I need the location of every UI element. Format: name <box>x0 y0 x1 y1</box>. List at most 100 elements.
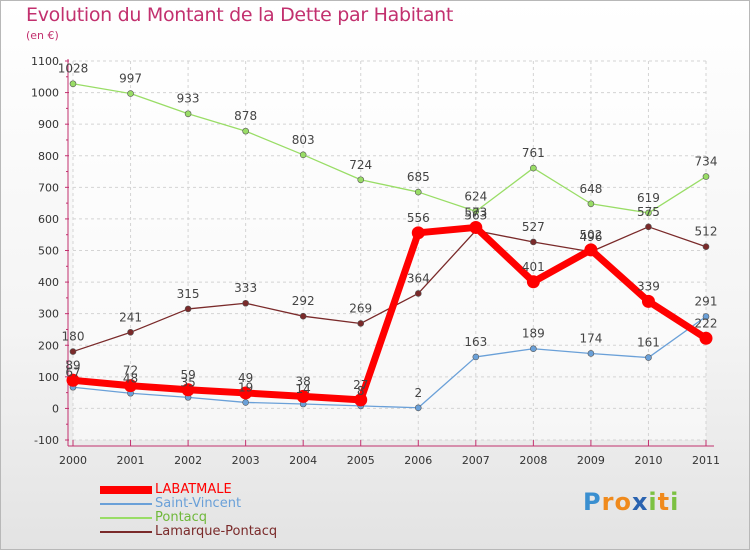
y-tick-label: 800 <box>38 150 59 163</box>
y-tick-label: 600 <box>38 213 59 226</box>
y-tick-label: 700 <box>38 181 59 194</box>
data-label: 573 <box>464 205 487 219</box>
data-label: 496 <box>579 230 602 244</box>
data-point <box>66 373 80 387</box>
series-line-labatmale <box>69 223 710 404</box>
data-label: 38 <box>296 374 311 388</box>
y-tick-label: 100 <box>38 371 59 384</box>
logo-letter: i <box>648 488 658 516</box>
data-label: 89 <box>65 358 80 372</box>
data-label: 1028 <box>58 62 89 76</box>
data-point <box>702 173 710 180</box>
data-point <box>645 223 652 231</box>
data-point <box>354 393 368 407</box>
legend-swatch <box>100 531 152 533</box>
chart-subtitle: (en €) <box>26 29 59 42</box>
data-point <box>124 379 138 393</box>
x-tick-label: 2006 <box>404 454 432 467</box>
logo-letter: o <box>614 488 632 516</box>
data-label: 648 <box>579 182 602 196</box>
data-point <box>645 354 652 361</box>
y-tick-label: -100 <box>34 434 59 447</box>
logo-letter: r <box>601 488 615 516</box>
data-label: 315 <box>177 287 200 301</box>
data-label: 997 <box>119 72 142 86</box>
data-point <box>530 345 537 353</box>
x-tick-label: 2010 <box>634 454 662 467</box>
data-point <box>414 188 422 196</box>
legend-label: LABATMALE <box>155 482 232 497</box>
series-line-pontacq <box>72 83 707 214</box>
y-tick-label: 300 <box>38 308 59 321</box>
data-label: 161 <box>637 336 660 350</box>
data-label: 339 <box>637 279 660 293</box>
x-tick-label: 2008 <box>519 454 547 467</box>
legend-item: Saint-Vincent <box>100 497 340 511</box>
data-point <box>69 348 77 355</box>
data-point <box>184 110 192 118</box>
y-tick-label: 500 <box>38 245 59 258</box>
legend-swatch <box>100 503 152 505</box>
data-point <box>699 331 713 345</box>
data-point <box>587 350 595 357</box>
data-label: 761 <box>522 146 545 160</box>
data-label: 241 <box>119 310 142 324</box>
data-point <box>299 312 307 320</box>
proxiti-logo: Proxiti <box>583 488 679 516</box>
data-point <box>242 127 249 135</box>
data-label: 14 <box>296 382 311 396</box>
legend-item: Pontacq <box>100 511 340 525</box>
data-point <box>357 320 365 327</box>
y-tick-label: 400 <box>38 276 59 289</box>
legend-item: Lamarque-Pontacq <box>100 525 340 539</box>
data-point <box>127 90 134 97</box>
data-label: 556 <box>407 211 430 225</box>
data-label: 512 <box>695 225 718 239</box>
data-label: 685 <box>407 170 430 184</box>
logo-letter: t <box>657 488 671 516</box>
x-tick-label: 2009 <box>577 454 605 467</box>
data-label: 180 <box>62 330 85 344</box>
data-point <box>242 299 249 307</box>
data-label: 333 <box>234 281 257 295</box>
legend-label: Pontacq <box>155 510 208 525</box>
data-label: 27 <box>353 378 368 392</box>
data-point <box>702 243 710 251</box>
data-point <box>184 305 192 313</box>
data-point <box>645 209 652 217</box>
data-point <box>181 383 195 397</box>
data-point <box>299 151 307 159</box>
chart-title: Evolution du Montant de la Dette par Hab… <box>26 4 454 26</box>
y-tick-label: 200 <box>38 339 59 352</box>
x-tick-label: 2005 <box>347 454 375 467</box>
x-tick-label: 2001 <box>117 454 145 467</box>
data-label: 222 <box>695 316 718 330</box>
data-point <box>472 208 480 215</box>
data-label: 72 <box>123 364 138 378</box>
data-label: 734 <box>695 155 718 169</box>
y-tick-label: 900 <box>38 118 59 131</box>
x-tick-label: 2011 <box>692 454 720 467</box>
y-tick-label: 1000 <box>31 87 59 100</box>
data-label: 563 <box>464 209 487 223</box>
data-label: 189 <box>522 327 545 341</box>
data-point <box>641 294 655 308</box>
data-point <box>242 399 249 406</box>
x-tick-label: 2002 <box>174 454 202 467</box>
x-tick-label: 2000 <box>59 454 87 467</box>
logo-letter: P <box>583 488 602 516</box>
data-label: 502 <box>579 228 602 242</box>
data-label: 803 <box>292 133 315 147</box>
data-label: 527 <box>522 220 545 234</box>
data-point <box>530 238 537 246</box>
data-label: 575 <box>637 205 660 219</box>
data-label: 292 <box>292 294 315 308</box>
data-point <box>239 386 253 400</box>
data-point <box>469 220 483 234</box>
x-tick-label: 2004 <box>289 454 317 467</box>
legend-item: LABATMALE <box>100 483 340 497</box>
data-label: 291 <box>695 295 718 309</box>
data-point <box>127 329 134 336</box>
data-label: 933 <box>177 92 200 106</box>
